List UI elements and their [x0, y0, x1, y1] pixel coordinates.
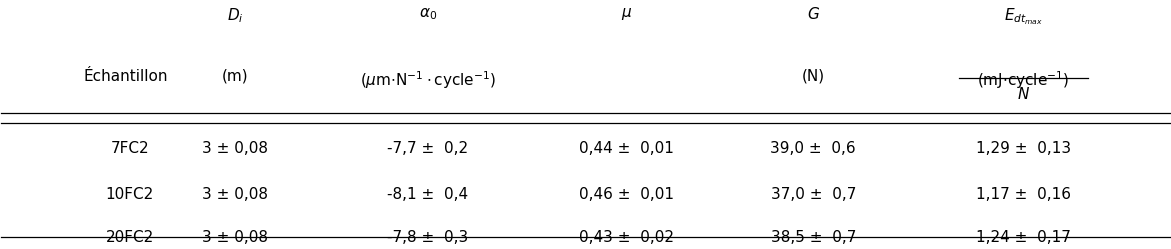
Text: 0,44 ±  0,01: 0,44 ± 0,01 — [578, 141, 673, 156]
Text: ($\mu$m$\cdot$N$^{-1}\cdot$cycle$^{-1}$): ($\mu$m$\cdot$N$^{-1}\cdot$cycle$^{-1}$) — [359, 69, 495, 91]
Text: 39,0 ±  0,6: 39,0 ± 0,6 — [771, 141, 856, 156]
Text: 37,0 ±  0,7: 37,0 ± 0,7 — [771, 187, 856, 202]
Text: 3 ± 0,08: 3 ± 0,08 — [203, 141, 268, 156]
Text: $D_i$: $D_i$ — [227, 6, 244, 25]
Text: 1,29 ±  0,13: 1,29 ± 0,13 — [975, 141, 1071, 156]
Text: 7FC2: 7FC2 — [110, 141, 149, 156]
Text: 0,46 ±  0,01: 0,46 ± 0,01 — [578, 187, 673, 202]
Text: $\mu$: $\mu$ — [621, 6, 632, 22]
Text: Échantillon: Échantillon — [83, 69, 167, 84]
Text: (N): (N) — [802, 69, 824, 84]
Text: 3 ± 0,08: 3 ± 0,08 — [203, 187, 268, 202]
Text: $N$: $N$ — [1018, 86, 1030, 102]
Text: (m): (m) — [221, 69, 248, 84]
Text: -7,8 ±  0,3: -7,8 ± 0,3 — [388, 230, 468, 245]
Text: $\alpha_0$: $\alpha_0$ — [419, 6, 437, 22]
Text: (mJ$\cdot$cycle$^{-1}$): (mJ$\cdot$cycle$^{-1}$) — [978, 69, 1070, 91]
Text: 10FC2: 10FC2 — [105, 187, 155, 202]
Text: 1,24 ±  0,17: 1,24 ± 0,17 — [977, 230, 1071, 245]
Text: $G$: $G$ — [807, 6, 820, 22]
Text: 38,5 ±  0,7: 38,5 ± 0,7 — [771, 230, 856, 245]
Text: $E_{dt_{max}}$: $E_{dt_{max}}$ — [1004, 6, 1043, 27]
Text: -7,7 ±  0,2: -7,7 ± 0,2 — [388, 141, 468, 156]
Text: -8,1 ±  0,4: -8,1 ± 0,4 — [388, 187, 468, 202]
Text: 3 ± 0,08: 3 ± 0,08 — [203, 230, 268, 245]
Text: 1,17 ±  0,16: 1,17 ± 0,16 — [977, 187, 1071, 202]
Text: 0,43 ±  0,02: 0,43 ± 0,02 — [578, 230, 673, 245]
Text: 20FC2: 20FC2 — [105, 230, 155, 245]
